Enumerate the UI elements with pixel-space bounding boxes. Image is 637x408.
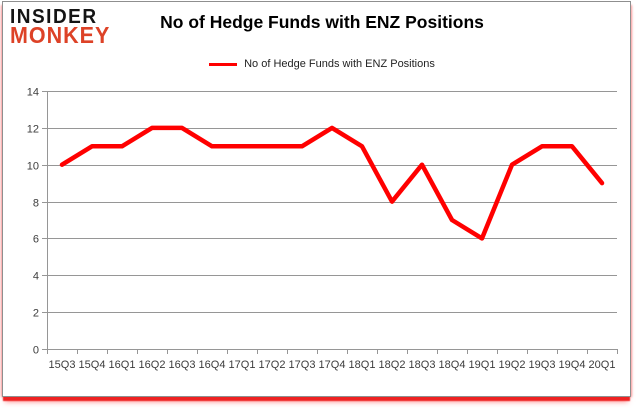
x-tick-label: 18Q2 [379, 359, 406, 371]
logo-word-monkey: MONKEY [10, 23, 111, 49]
logo-word-insider: INSIDER [10, 5, 98, 29]
y-tick-label: 6 [33, 234, 39, 246]
y-tick-label: 10 [27, 161, 39, 173]
x-tick-label: 17Q2 [259, 359, 286, 371]
chart-title: No of Hedge Funds with ENZ Positions [160, 12, 484, 32]
y-tick-label: 14 [27, 87, 39, 99]
legend: No of Hedge Funds with ENZ Positions [20, 57, 624, 71]
y-tick-label: 2 [33, 308, 39, 320]
y-tick-label: 4 [33, 271, 39, 283]
x-tick-label: 16Q2 [139, 359, 166, 371]
x-tick-label: 19Q4 [559, 359, 586, 371]
x-tick-label: 16Q4 [199, 359, 226, 371]
x-tick-label: 16Q1 [109, 359, 136, 371]
x-tick-label: 15Q3 [49, 359, 76, 371]
x-tick-label: 18Q3 [409, 359, 436, 371]
x-tick-label: 18Q1 [349, 359, 376, 371]
x-tick-label: 19Q3 [529, 359, 556, 371]
y-tick-label: 0 [33, 345, 39, 357]
x-tick-label: 19Q2 [499, 359, 526, 371]
chart-card [2, 1, 631, 397]
series-line [59, 125, 605, 241]
legend-line-swatch [209, 62, 238, 66]
x-tick-label: 17Q3 [289, 359, 316, 371]
x-tick-label: 16Q3 [169, 359, 196, 371]
x-tick-label: 15Q4 [79, 359, 106, 371]
insider-monkey-logo: INSIDER MONKEY [10, 5, 111, 49]
x-tick-label: 19Q1 [469, 359, 496, 371]
legend-label: No of Hedge Funds with ENZ Positions [244, 58, 435, 70]
y-tick-label: 12 [27, 124, 39, 136]
x-tick-label: 17Q4 [319, 359, 346, 371]
x-tick-label: 17Q1 [229, 359, 256, 371]
x-tick-label: 18Q4 [439, 359, 466, 371]
y-tick-label: 8 [33, 198, 39, 210]
x-tick-label: 20Q1 [589, 359, 616, 371]
